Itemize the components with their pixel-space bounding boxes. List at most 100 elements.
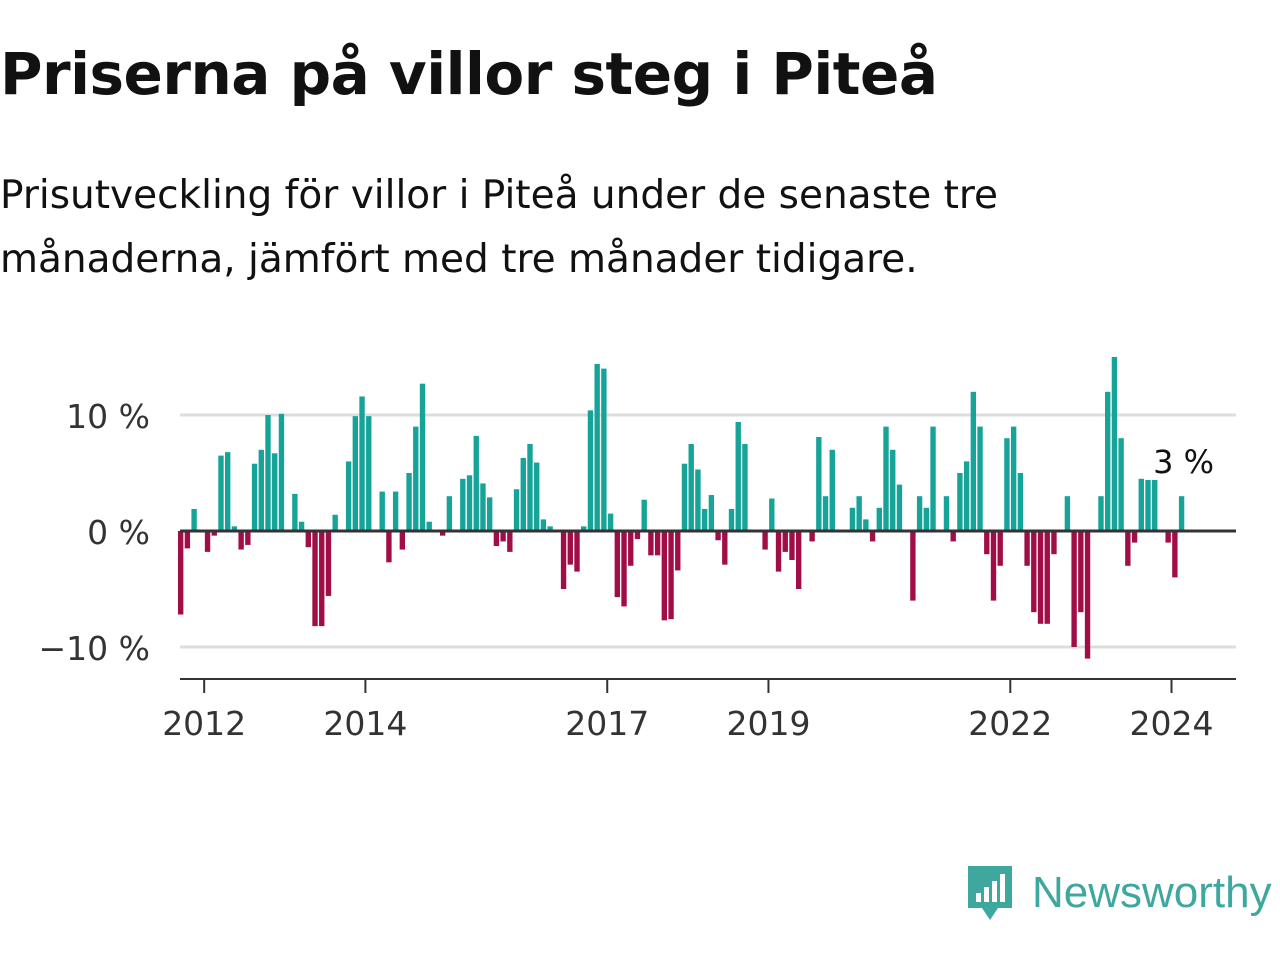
bar	[225, 452, 231, 531]
bar	[298, 521, 305, 531]
bar	[547, 526, 553, 531]
bar	[1165, 531, 1171, 543]
x-tick-label: 2024	[1130, 704, 1214, 743]
x-tick-label: 2022	[968, 704, 1052, 743]
bar	[990, 531, 997, 601]
chart-subtitle: Prisutveckling för villor i Piteå under …	[0, 173, 999, 282]
bar	[238, 531, 244, 550]
brand-name: Newsworthy	[1032, 868, 1272, 917]
bar	[796, 531, 802, 589]
bar	[184, 531, 191, 549]
bar	[1064, 496, 1071, 531]
x-tick-label: 2017	[565, 704, 649, 743]
bar	[211, 531, 217, 536]
bar	[735, 421, 741, 531]
bar	[305, 531, 311, 548]
bar	[1024, 531, 1030, 566]
y-tick-label: 0 %	[87, 513, 150, 552]
bar	[191, 508, 197, 531]
bar	[869, 531, 876, 542]
bar	[1017, 473, 1024, 531]
newsworthy-logo-icon	[968, 866, 1012, 920]
bar	[681, 463, 688, 531]
bar	[708, 495, 715, 531]
bar	[984, 531, 990, 555]
bar	[312, 531, 318, 627]
bar	[325, 531, 332, 596]
bar	[218, 455, 224, 531]
bar	[251, 463, 258, 531]
bar	[762, 531, 768, 550]
bar	[292, 493, 298, 531]
bar	[695, 469, 701, 531]
bar	[728, 508, 735, 531]
bar	[567, 531, 573, 565]
bar	[997, 531, 1003, 566]
bar	[272, 453, 278, 531]
bar	[594, 363, 600, 531]
bar	[1138, 478, 1144, 531]
bar	[204, 531, 211, 552]
bar	[601, 368, 607, 531]
bar	[366, 416, 372, 531]
bar	[466, 475, 473, 531]
bar	[641, 499, 647, 531]
bar	[809, 531, 815, 542]
bar	[896, 484, 903, 531]
bar	[963, 461, 970, 531]
bar	[446, 496, 453, 531]
bar	[359, 396, 365, 531]
bar	[379, 491, 385, 531]
bar	[439, 531, 446, 536]
bar	[513, 489, 520, 531]
chart-title: Priserna på villor steg i Piteå	[0, 40, 938, 108]
bar	[1004, 438, 1010, 531]
bar	[648, 531, 654, 556]
bar	[1178, 496, 1185, 531]
last-value-label: 3 %	[1153, 443, 1214, 481]
bar	[460, 478, 466, 531]
bar	[722, 531, 728, 565]
bar	[863, 519, 869, 531]
bar	[258, 449, 264, 531]
bar	[628, 531, 634, 566]
bar	[1145, 479, 1151, 531]
bar	[950, 531, 956, 542]
bar	[789, 531, 795, 560]
bar	[534, 462, 540, 531]
bar	[265, 415, 271, 531]
bar	[1172, 531, 1178, 578]
bar	[581, 526, 587, 531]
grid-lines	[180, 413, 1236, 649]
bar	[923, 507, 930, 531]
bar	[829, 449, 835, 531]
bar	[675, 531, 681, 571]
bar-chart: 10 % 0 % −10 % 2012 2014 2017 2019 2022 2024 3 %	[39, 357, 1236, 743]
bar	[1098, 496, 1104, 531]
bar	[822, 496, 829, 531]
bar	[231, 526, 238, 531]
bar	[890, 449, 896, 531]
bar	[930, 426, 936, 531]
bar	[574, 531, 580, 572]
bar	[560, 531, 567, 589]
bar	[278, 413, 285, 531]
bar	[500, 531, 506, 542]
bar	[177, 531, 184, 615]
bar	[1152, 479, 1158, 531]
y-tick-label: 10 %	[66, 397, 150, 436]
bar	[715, 531, 721, 541]
bar	[1118, 438, 1124, 531]
bar	[688, 444, 694, 531]
bars	[177, 357, 1185, 659]
bar	[943, 496, 950, 531]
bar	[856, 496, 862, 531]
bar	[392, 491, 399, 531]
bar	[916, 496, 923, 531]
bar	[1125, 531, 1131, 566]
bar	[977, 426, 983, 531]
bar	[701, 508, 708, 531]
bar	[406, 473, 412, 531]
bar	[607, 513, 614, 531]
bar	[654, 531, 661, 556]
